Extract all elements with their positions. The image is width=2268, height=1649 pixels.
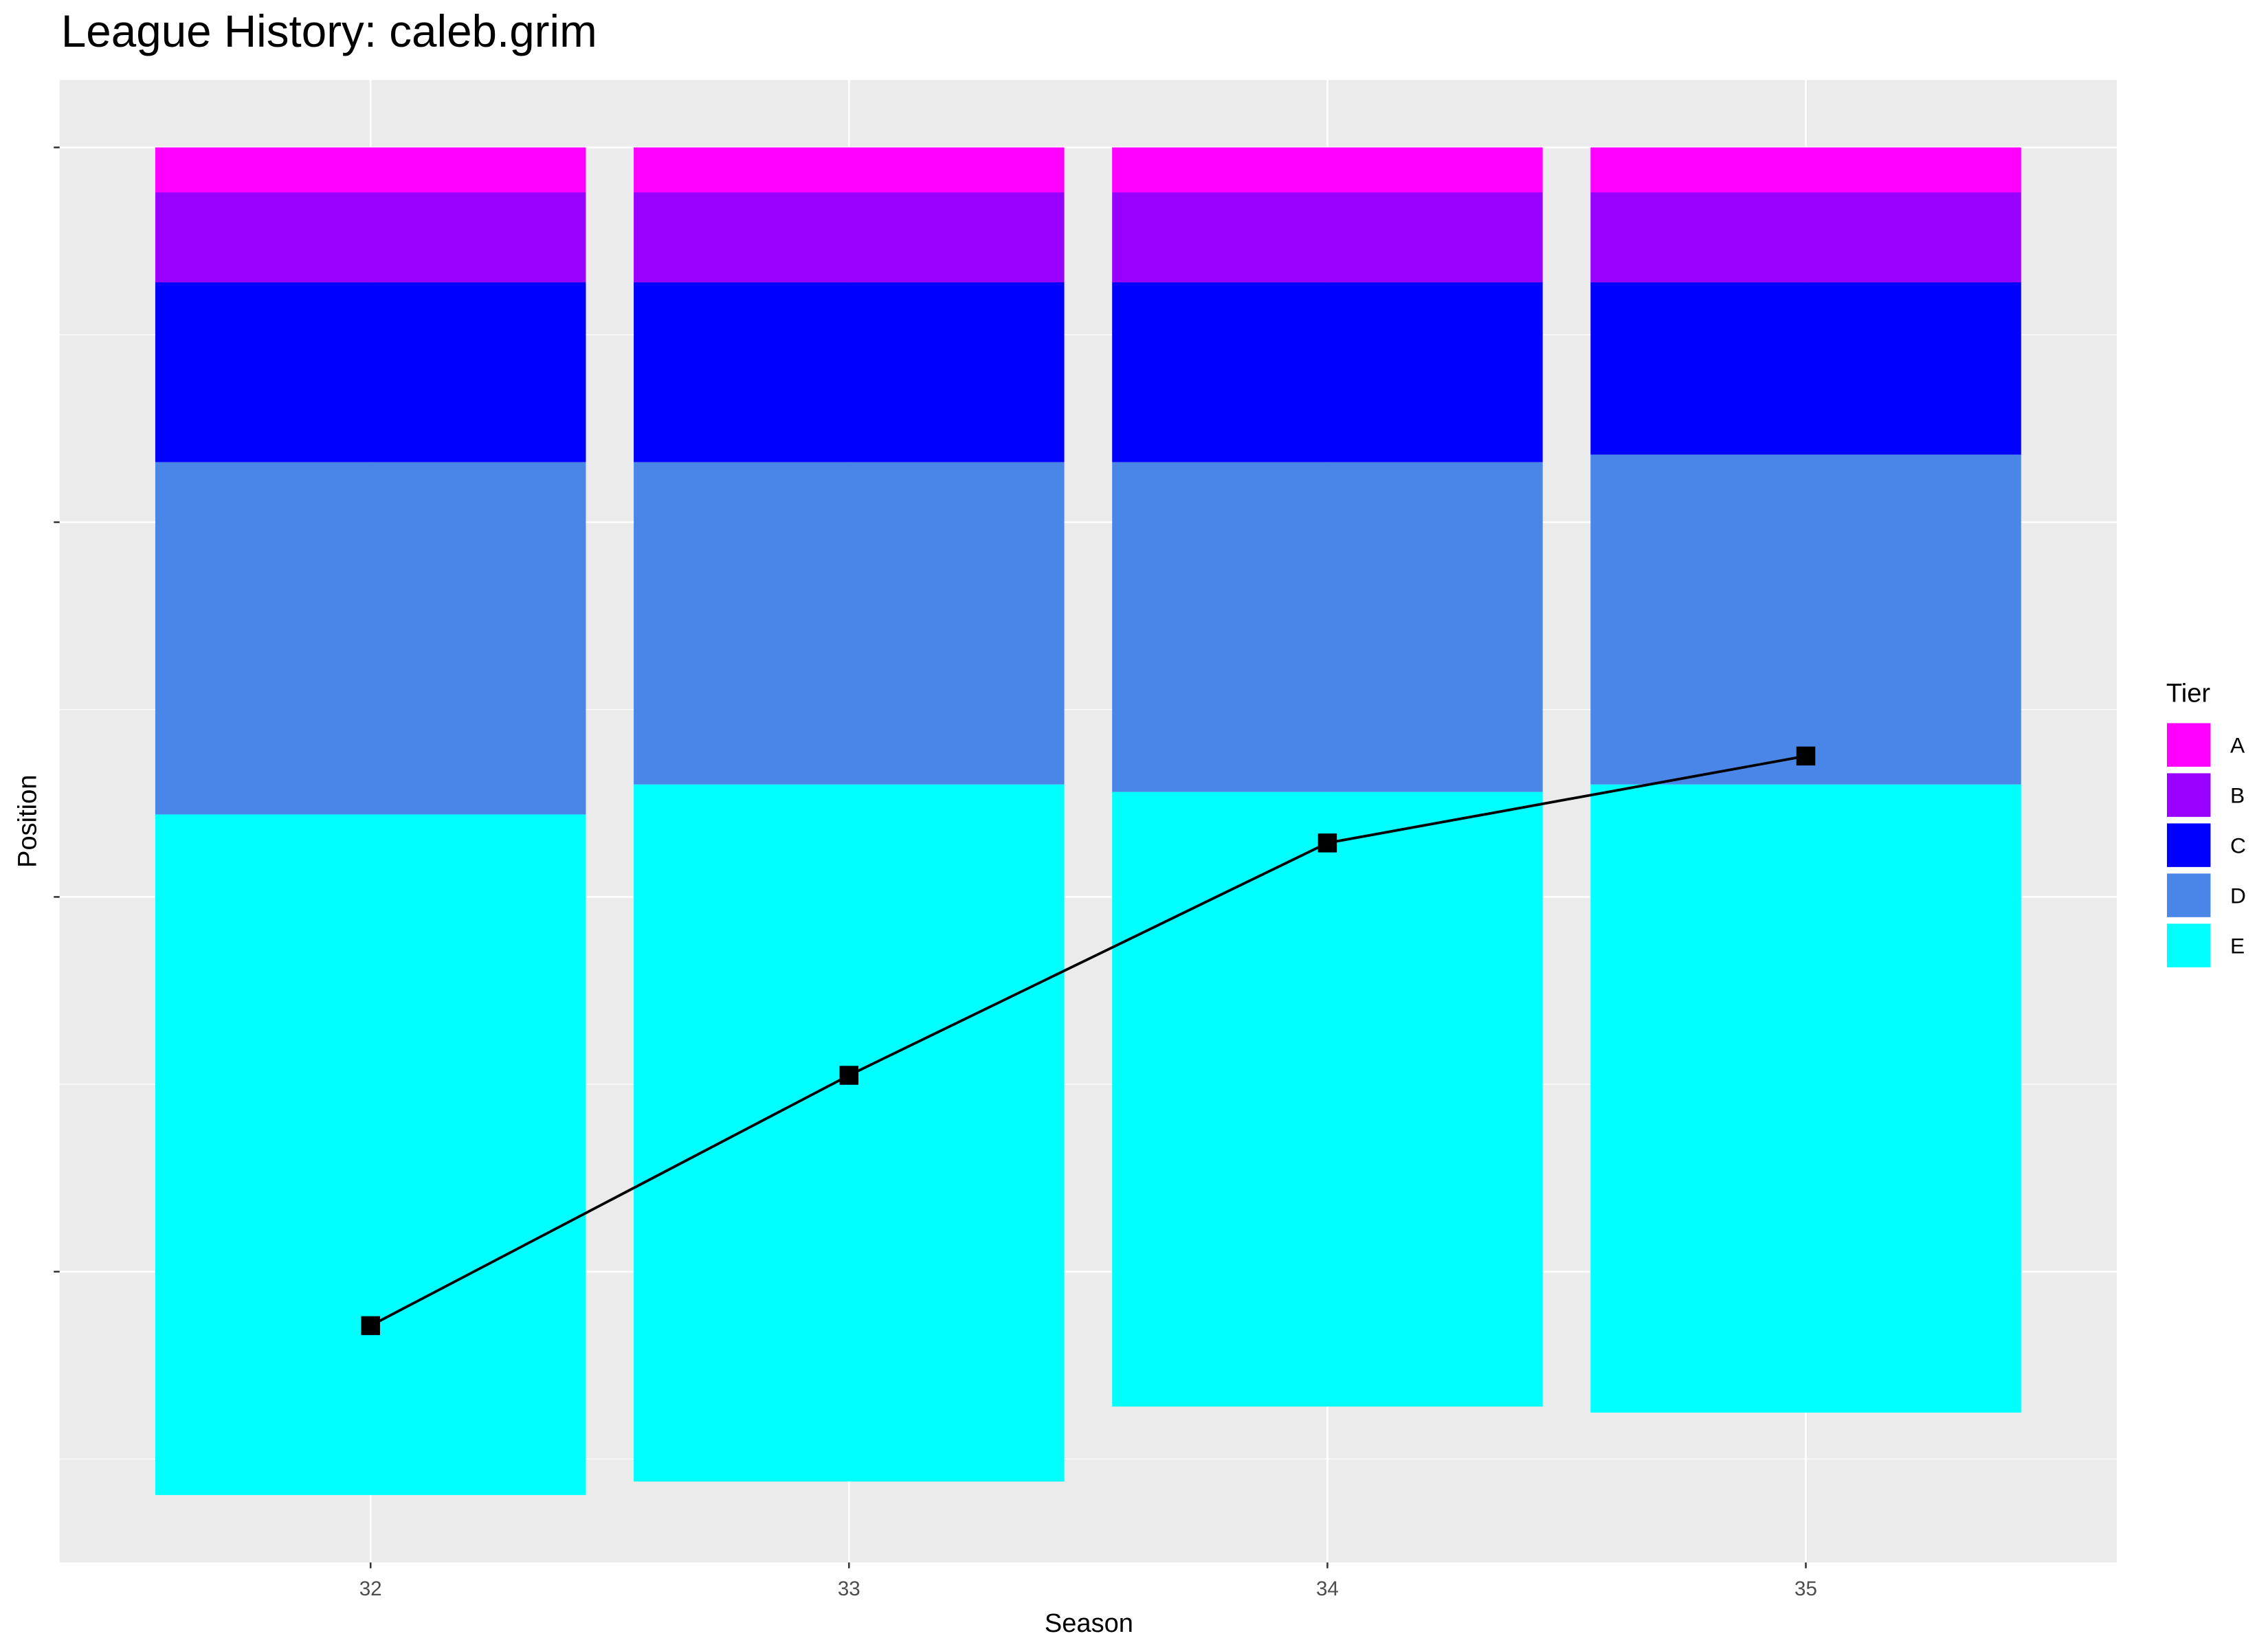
legend-title: Tier [2166,679,2210,708]
bar-segment [634,784,1065,1482]
bar-segment [1112,792,1543,1407]
legend-key [2165,872,2212,919]
legend-label: D [2230,884,2246,908]
bar-segment [634,147,1065,193]
bar-segment [1590,282,2021,455]
chart-title: League History: caleb.grim [61,6,597,56]
bar-segment [155,814,586,1495]
legend-label: E [2230,934,2245,958]
legend-key [2165,772,2212,819]
bar-segment [155,147,586,193]
legend-key [2165,922,2212,969]
x-tick-label: 35 [1794,1578,1817,1600]
bar-segment [155,462,586,815]
legend-label: C [2230,833,2246,858]
bar-segment [1590,784,2021,1413]
position-point [839,1066,859,1085]
position-point [361,1316,380,1336]
bar-segment [1590,454,2021,785]
bar-segment [634,192,1065,282]
legend-key [2165,822,2212,868]
position-line [370,754,1806,1327]
bar-segment [1112,147,1543,193]
bar-segment [1112,462,1543,792]
bar-segment [634,282,1065,462]
y-axis-title: Position [13,775,42,868]
legend-key [2165,721,2212,769]
bar-segment [1112,192,1543,282]
position-point [1318,833,1337,853]
x-axis-title: Season [1045,1609,1133,1638]
bar-segment [155,282,586,462]
x-tick-label: 33 [838,1578,860,1600]
x-tick-label: 34 [1316,1578,1339,1600]
x-tick-label: 32 [359,1578,382,1600]
bar-segment [155,192,586,282]
legend-label: A [2230,733,2245,758]
bar-segment [1590,192,2021,282]
bar-segment [634,462,1065,785]
bar-segment [1112,282,1543,462]
legend-label: B [2230,783,2245,808]
position-point [1796,746,1816,766]
bar-segment [1590,147,2021,193]
